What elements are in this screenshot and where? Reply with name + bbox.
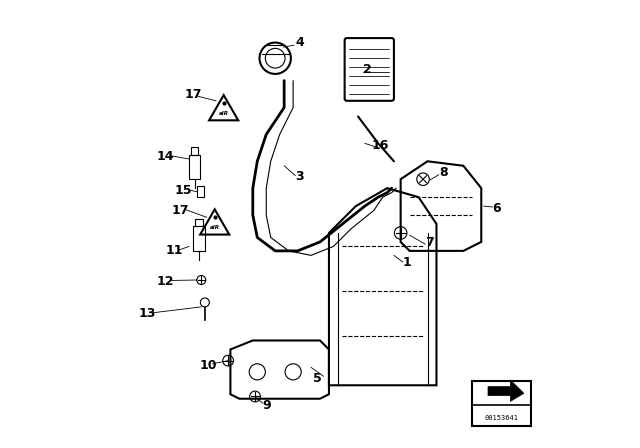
Text: 2: 2 <box>363 63 371 76</box>
Text: 14: 14 <box>157 150 174 164</box>
Text: 15: 15 <box>175 184 192 198</box>
Text: aIR: aIR <box>219 111 228 116</box>
Text: 4: 4 <box>296 36 304 49</box>
Text: 17: 17 <box>185 87 202 101</box>
Text: 13: 13 <box>139 307 156 320</box>
Text: 5: 5 <box>314 372 322 385</box>
Bar <box>197 186 204 197</box>
Text: 17: 17 <box>172 204 189 217</box>
Bar <box>189 155 200 179</box>
Text: 9: 9 <box>262 399 271 412</box>
Bar <box>191 147 198 155</box>
Bar <box>472 381 531 426</box>
Circle shape <box>200 298 209 307</box>
Text: 1: 1 <box>403 255 412 269</box>
Text: 10: 10 <box>199 358 217 372</box>
Text: 16: 16 <box>372 139 389 152</box>
Bar <box>195 219 203 226</box>
Bar <box>193 226 205 251</box>
Text: 8: 8 <box>439 166 447 179</box>
Text: 7: 7 <box>426 236 434 250</box>
Text: 6: 6 <box>493 202 501 215</box>
Text: 11: 11 <box>166 244 183 258</box>
Text: 00153641: 00153641 <box>484 414 518 421</box>
Polygon shape <box>488 380 524 401</box>
Text: 3: 3 <box>296 170 304 184</box>
Text: aIR: aIR <box>210 225 220 230</box>
Text: 12: 12 <box>157 275 174 288</box>
